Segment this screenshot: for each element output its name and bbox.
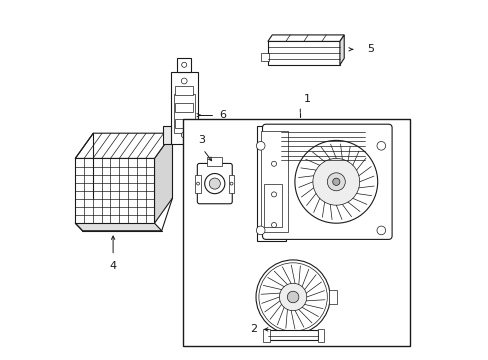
Polygon shape: [339, 35, 344, 65]
Circle shape: [376, 226, 385, 235]
Circle shape: [271, 222, 276, 228]
Circle shape: [196, 182, 199, 185]
Polygon shape: [154, 133, 172, 223]
Circle shape: [271, 161, 276, 166]
Bar: [260, 131, 287, 232]
Polygon shape: [75, 223, 162, 231]
Circle shape: [181, 132, 187, 138]
Bar: [170, 72, 197, 144]
Polygon shape: [267, 35, 344, 41]
Text: 4: 4: [109, 261, 117, 271]
Circle shape: [287, 291, 298, 303]
FancyBboxPatch shape: [197, 163, 232, 204]
Bar: [163, 126, 170, 144]
Circle shape: [312, 158, 359, 205]
Circle shape: [256, 226, 264, 235]
Circle shape: [256, 141, 264, 150]
Text: 5: 5: [366, 44, 373, 54]
Bar: [175, 119, 193, 128]
Circle shape: [258, 263, 326, 331]
Bar: [195, 175, 201, 193]
Bar: [176, 58, 191, 72]
Bar: [228, 175, 234, 193]
Bar: [175, 86, 193, 95]
Bar: [267, 330, 318, 340]
Bar: [183, 119, 409, 346]
Circle shape: [230, 182, 232, 185]
Text: 6: 6: [219, 110, 226, 120]
Bar: [75, 158, 154, 223]
Circle shape: [256, 260, 329, 334]
FancyBboxPatch shape: [262, 124, 391, 239]
Bar: [328, 290, 336, 304]
Bar: [317, 329, 324, 342]
Bar: [257, 126, 285, 241]
Text: 2: 2: [249, 324, 257, 334]
Text: 1: 1: [303, 94, 310, 104]
Circle shape: [376, 141, 385, 150]
Bar: [207, 157, 222, 166]
Bar: [264, 184, 282, 227]
Bar: [263, 329, 269, 342]
Circle shape: [294, 140, 377, 223]
Circle shape: [182, 62, 186, 67]
Circle shape: [326, 173, 345, 191]
Circle shape: [332, 178, 339, 185]
Circle shape: [279, 283, 306, 311]
Bar: [173, 94, 194, 133]
Bar: [261, 53, 268, 61]
Polygon shape: [75, 133, 172, 158]
Circle shape: [204, 174, 224, 194]
Circle shape: [181, 78, 187, 84]
Circle shape: [271, 192, 276, 197]
Bar: [267, 41, 339, 65]
Text: 3: 3: [197, 135, 204, 145]
Circle shape: [209, 178, 220, 189]
Bar: [175, 103, 193, 112]
